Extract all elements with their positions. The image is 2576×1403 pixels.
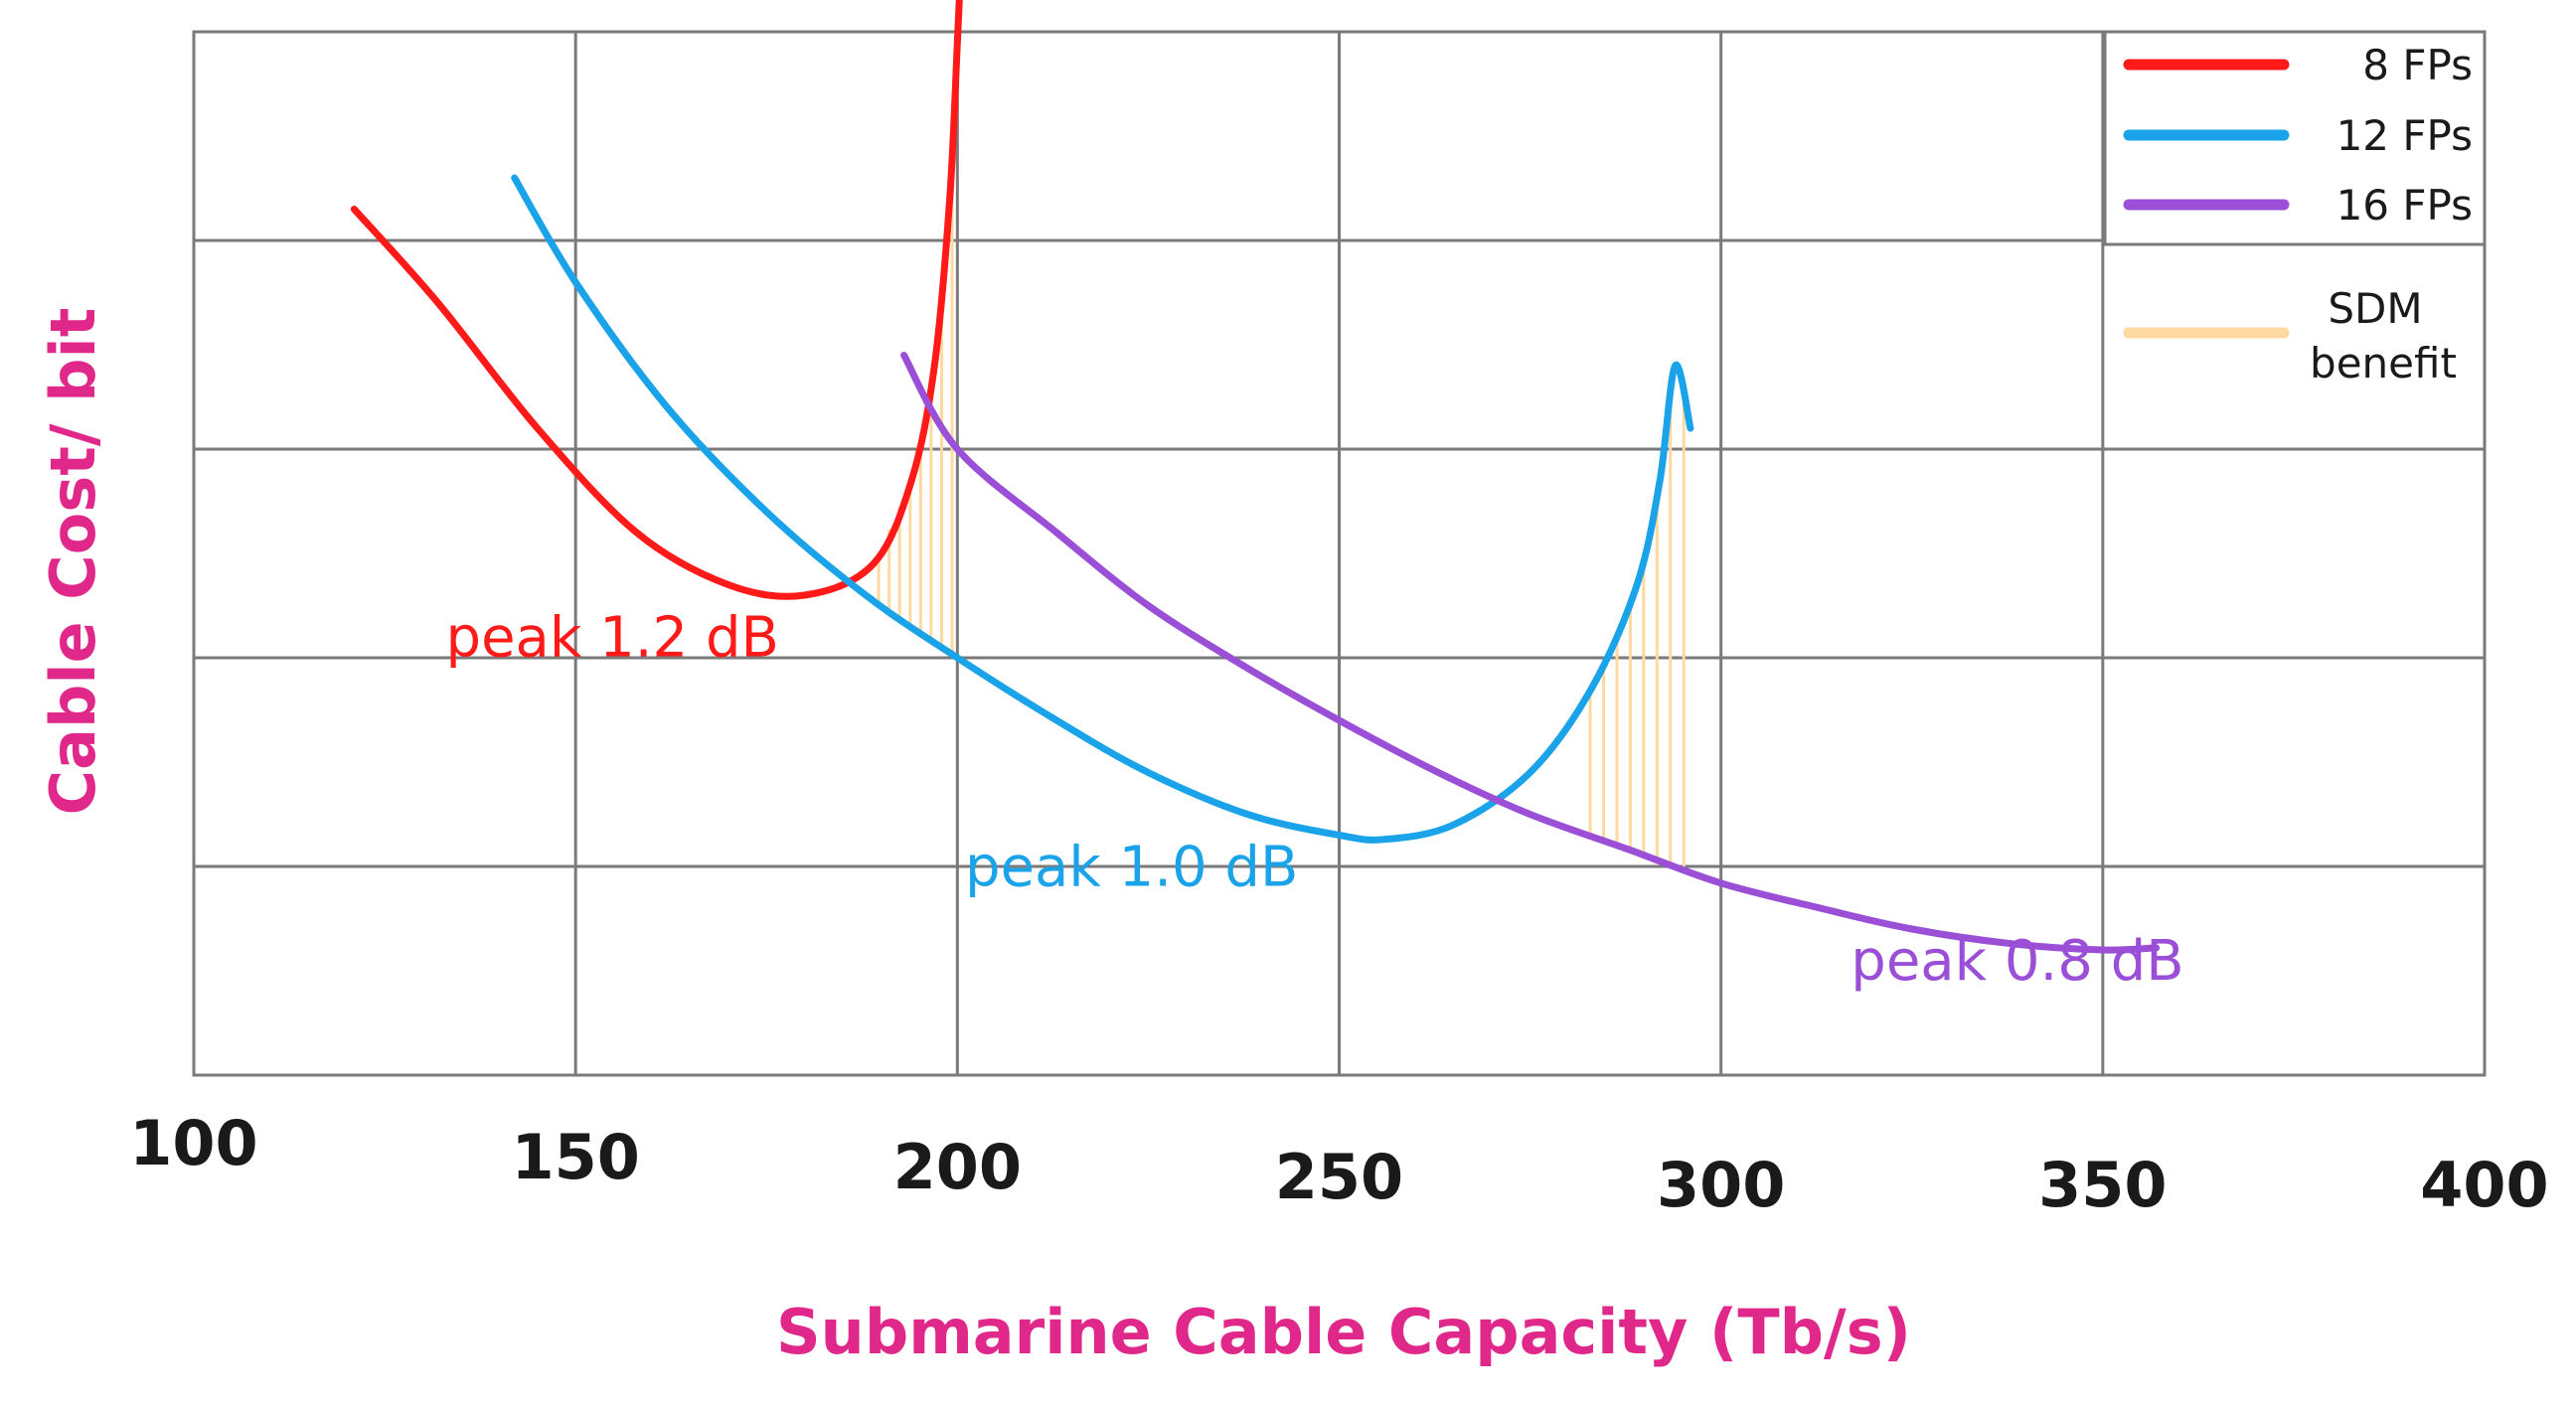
- x-tick-label: 350: [2038, 1149, 2167, 1221]
- sdm-benefit-hatching: [877, 149, 1686, 870]
- x-tick-label: 400: [2420, 1149, 2548, 1221]
- legend-label-16fp: 16 FPs: [2336, 181, 2473, 230]
- peak-annotations: peak 1.2 dB peak 1.0 dB peak 0.8 dB: [446, 606, 2184, 995]
- peak-annotation: peak 0.8 dB: [1851, 929, 2183, 994]
- legend-label-sdm-line2: benefit: [2310, 339, 2457, 388]
- y-axis-title: Cable Cost/ bit: [37, 308, 109, 816]
- legend-label-12fp: 12 FPs: [2336, 111, 2473, 160]
- series-line-16fp: [900, 352, 2161, 954]
- chart-grid: [192, 30, 2487, 1077]
- x-tick-labels: 100 150 200 250 300 350 400: [129, 1107, 2548, 1221]
- x-tick-label: 250: [1275, 1141, 1403, 1213]
- series-line-8fp: [350, 0, 963, 600]
- x-tick-label: 150: [511, 1121, 639, 1193]
- series-lines: [350, 0, 2161, 954]
- legend-label-8fp: 8 FPs: [2362, 41, 2473, 89]
- series-line-12fp: [511, 174, 1694, 844]
- x-axis-title: Submarine Cable Capacity (Tb/s): [776, 1296, 1911, 1368]
- peak-annotation: peak 1.2 dB: [446, 606, 779, 671]
- x-tick-label: 300: [1657, 1149, 1785, 1221]
- peak-annotation: peak 1.0 dB: [965, 836, 1298, 900]
- legend-label-sdm-line1: SDM: [2328, 284, 2422, 333]
- x-tick-label: 100: [129, 1107, 257, 1179]
- legend: 8 FPs 12 FPs 16 FPs SDM benefit: [2103, 30, 2487, 388]
- x-tick-label: 200: [893, 1131, 1022, 1203]
